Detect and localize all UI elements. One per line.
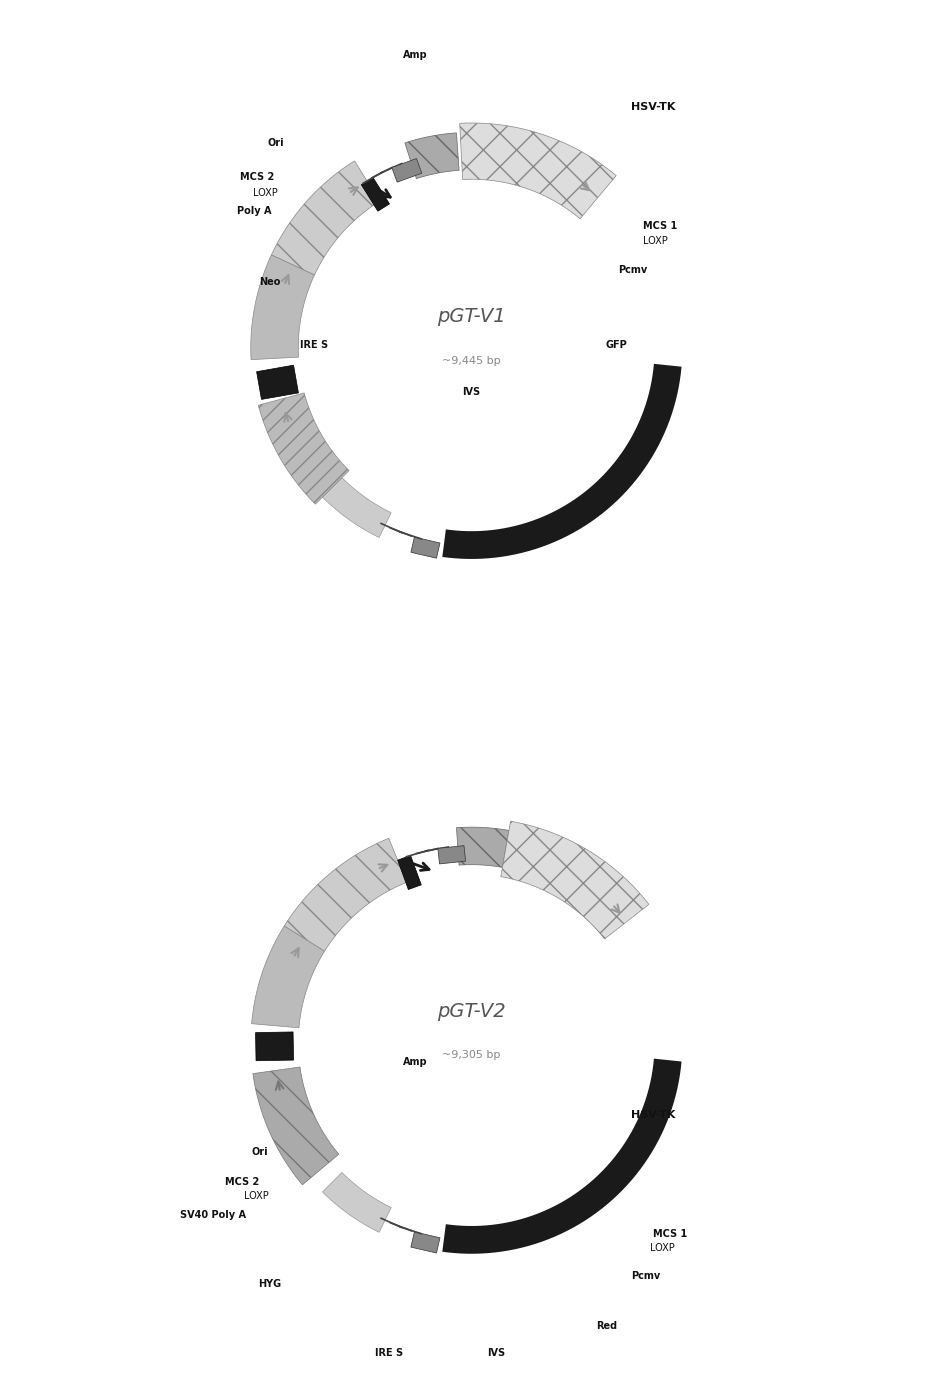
Polygon shape <box>256 1032 293 1061</box>
Text: Pcmv: Pcmv <box>631 1270 660 1281</box>
Text: MCS 1: MCS 1 <box>643 221 678 231</box>
Polygon shape <box>252 926 324 1028</box>
Text: IRE S: IRE S <box>374 1348 403 1358</box>
Text: HYG: HYG <box>257 1278 281 1288</box>
Polygon shape <box>411 1232 440 1253</box>
Text: GFP: GFP <box>606 339 628 351</box>
Text: pGT-V2: pGT-V2 <box>438 1002 505 1021</box>
Text: Poly A: Poly A <box>237 206 272 216</box>
Polygon shape <box>361 178 389 211</box>
Polygon shape <box>258 392 349 504</box>
Polygon shape <box>323 477 391 537</box>
Text: Amp: Amp <box>403 50 427 60</box>
Polygon shape <box>411 537 440 558</box>
Text: LOXP: LOXP <box>243 1191 268 1200</box>
Text: IVS: IVS <box>462 387 481 396</box>
Polygon shape <box>272 161 380 275</box>
Text: IVS: IVS <box>488 1348 505 1358</box>
Text: Neo: Neo <box>259 277 281 288</box>
Text: Pcmv: Pcmv <box>619 264 648 275</box>
Polygon shape <box>391 159 422 182</box>
Text: HSV-TK: HSV-TK <box>631 103 675 113</box>
Polygon shape <box>251 255 315 360</box>
Polygon shape <box>405 134 459 178</box>
Polygon shape <box>323 1173 391 1232</box>
Text: MCS 2: MCS 2 <box>240 172 274 182</box>
Text: MCS 2: MCS 2 <box>224 1177 259 1187</box>
Text: ~9,445 bp: ~9,445 bp <box>442 356 501 366</box>
Text: LOXP: LOXP <box>643 235 669 246</box>
Polygon shape <box>398 855 422 889</box>
Text: Red: Red <box>597 1320 618 1331</box>
Polygon shape <box>284 839 406 951</box>
Text: LOXP: LOXP <box>253 188 277 198</box>
Text: Ori: Ori <box>267 138 284 147</box>
Text: HSV-TK: HSV-TK <box>631 1110 675 1120</box>
Text: LOXP: LOXP <box>650 1244 674 1253</box>
Text: SV40 Poly A: SV40 Poly A <box>180 1210 246 1220</box>
Text: pGT-V1: pGT-V1 <box>438 307 505 327</box>
Polygon shape <box>456 828 509 868</box>
Text: Ori: Ori <box>252 1148 268 1157</box>
Text: IRE S: IRE S <box>300 339 327 351</box>
Polygon shape <box>253 1067 339 1185</box>
Polygon shape <box>438 846 466 864</box>
Text: MCS 1: MCS 1 <box>653 1228 687 1238</box>
Polygon shape <box>256 366 298 399</box>
Polygon shape <box>460 122 616 218</box>
Text: Amp: Amp <box>403 1057 427 1067</box>
Text: ~9,305 bp: ~9,305 bp <box>442 1050 501 1060</box>
Polygon shape <box>501 821 649 939</box>
